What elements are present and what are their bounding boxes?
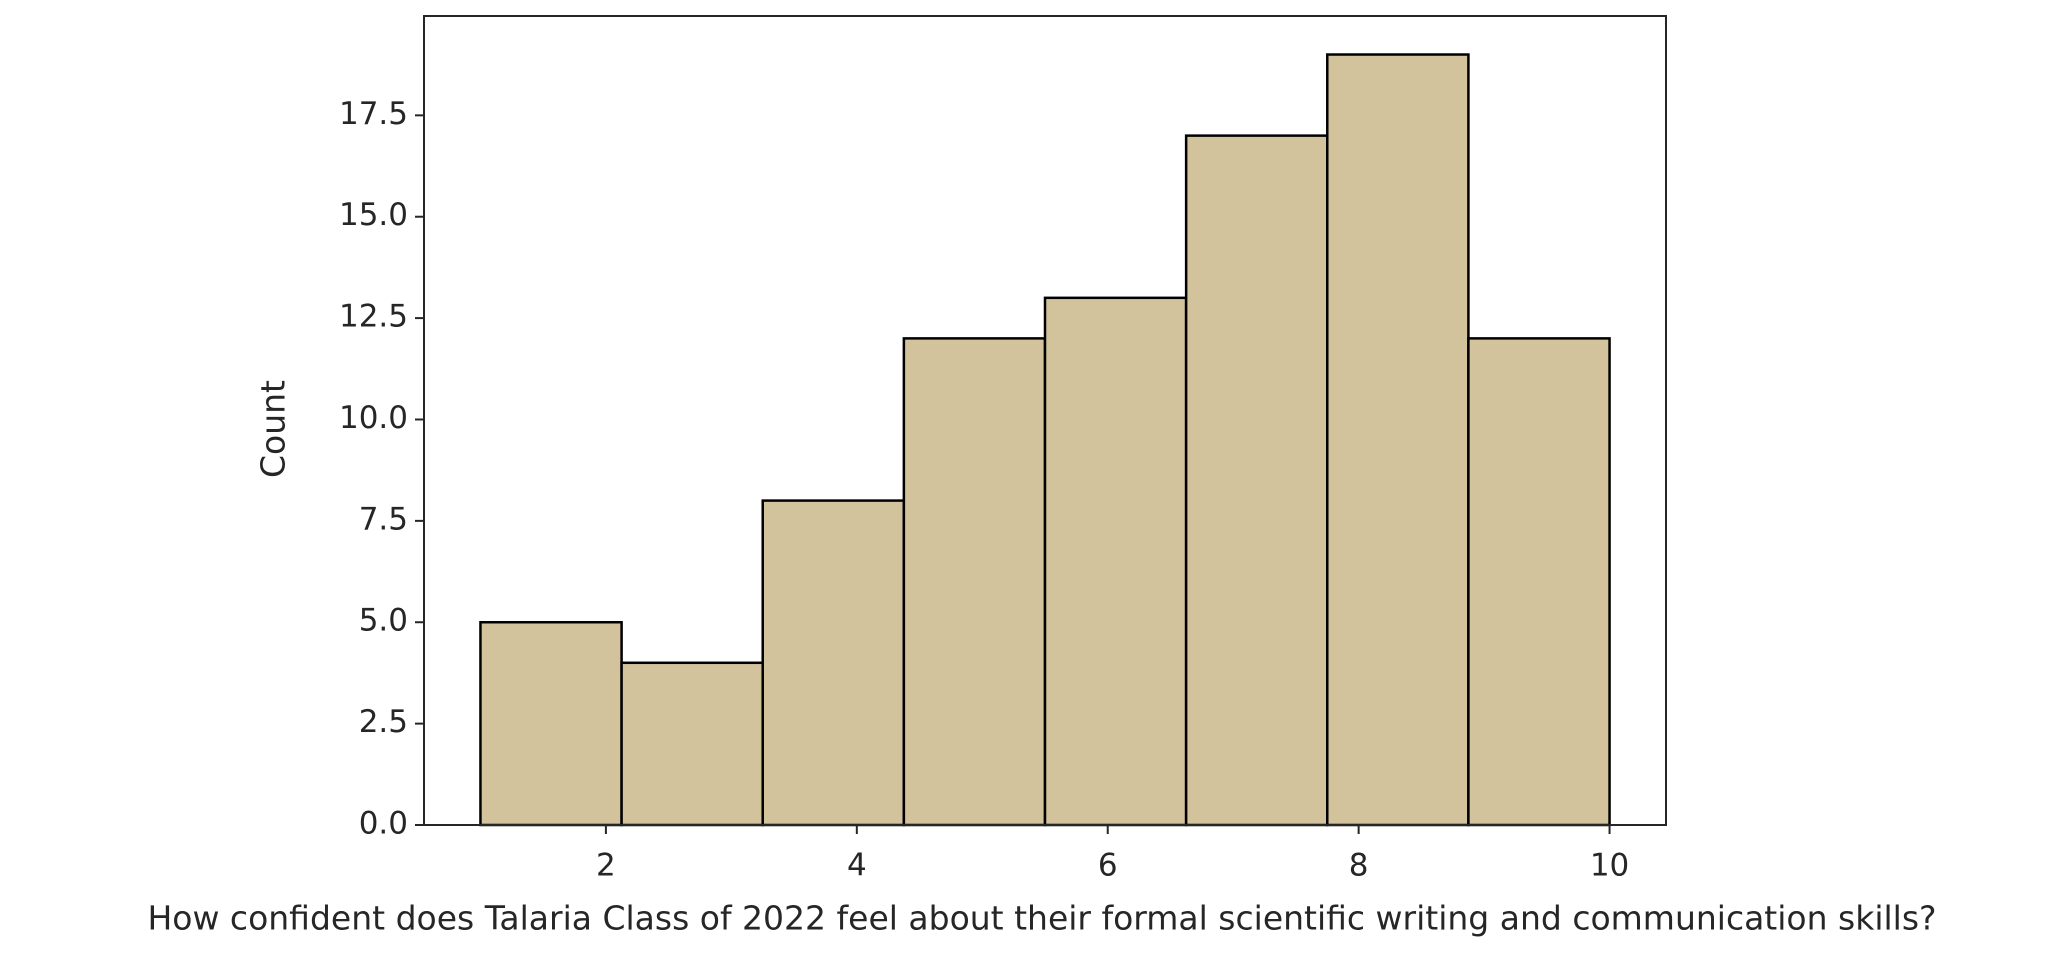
x-axis-label: How confident does Talaria Class of 2022… bbox=[147, 899, 1936, 938]
bar bbox=[620, 661, 764, 827]
y-axis-label: Count bbox=[254, 380, 293, 478]
y-tick-label: 17.5 bbox=[339, 96, 408, 132]
y-tick-label: 12.5 bbox=[339, 299, 408, 335]
bar bbox=[1043, 296, 1188, 827]
x-tick-label: 2 bbox=[596, 848, 616, 884]
bar bbox=[761, 499, 906, 827]
bar bbox=[902, 337, 1047, 827]
y-tick-label: 5.0 bbox=[359, 603, 408, 639]
bar bbox=[1184, 134, 1329, 827]
bar bbox=[1467, 337, 1611, 827]
bar bbox=[1326, 53, 1470, 827]
y-tick-label: 2.5 bbox=[359, 704, 408, 740]
plot-frame bbox=[423, 15, 1667, 826]
x-tick-label: 10 bbox=[1590, 848, 1629, 884]
x-tick-label: 8 bbox=[1349, 848, 1369, 884]
y-tick-label: 10.0 bbox=[339, 400, 408, 436]
bar bbox=[479, 620, 623, 827]
x-tick-label: 4 bbox=[847, 848, 867, 884]
y-tick-label: 15.0 bbox=[339, 197, 408, 233]
y-tick-label: 0.0 bbox=[359, 806, 408, 842]
y-tick-label: 7.5 bbox=[359, 501, 408, 537]
x-tick-label: 6 bbox=[1098, 848, 1118, 884]
